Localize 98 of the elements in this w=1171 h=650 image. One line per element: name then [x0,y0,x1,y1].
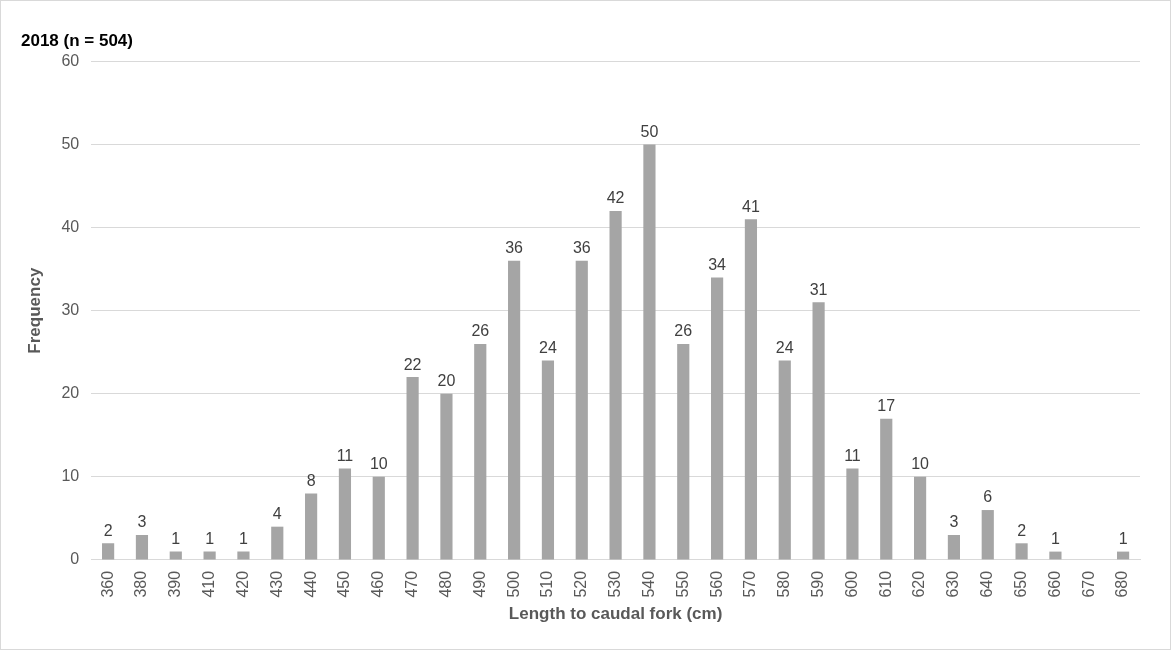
x-tick-label: 380 [132,570,150,598]
y-tick-label: 60 [61,51,80,69]
data-label: 1 [238,530,248,547]
bar [711,277,724,560]
x-tick-label: 560 [707,570,725,598]
bar [440,393,453,560]
data-label: 36 [505,239,524,257]
bar [1049,551,1062,560]
data-label: 4 [272,505,282,523]
x-tick-label: 500 [504,570,522,598]
x-tick-label: 600 [842,570,860,598]
data-label: 26 [674,322,693,340]
x-tick-label: 420 [233,570,251,598]
x-tick-label: 460 [369,570,387,598]
bar [305,493,318,560]
y-tick-label: 30 [61,301,80,319]
bar [338,468,352,560]
x-tick-label: 640 [978,570,996,598]
x-tick-label: 650 [1011,570,1029,598]
data-label: 17 [877,397,896,415]
bar [575,260,588,560]
data-label: 42 [606,189,625,207]
x-tick-label: 430 [267,570,285,598]
x-tick-label: 590 [809,570,826,598]
x-tick-label: 610 [876,570,894,598]
data-label: 50 [640,122,659,140]
bar [271,526,284,560]
bar [846,468,859,560]
x-tick-label: 530 [606,570,623,598]
x-tick-label: 580 [775,570,793,598]
x-axis-title: Length to caudal fork (cm) [508,604,723,624]
x-tick-label: 470 [403,570,421,598]
data-label: 31 [809,280,828,298]
y-tick-label: 40 [61,217,80,235]
data-label: 6 [983,488,993,506]
bar [643,144,656,560]
bar [406,377,419,560]
data-label: 26 [471,322,490,340]
bar [812,302,825,560]
data-label: 10 [911,455,930,473]
chart-title: 2018 (n = 504) [21,30,133,50]
bar [677,343,690,560]
data-label: 1 [1050,530,1060,547]
x-tick-label: 520 [572,570,590,598]
x-tick-label: 360 [98,570,116,598]
y-tick-label: 50 [61,134,80,152]
x-tick-label: 450 [335,570,353,598]
x-tick-label: 540 [639,570,657,598]
bar [609,210,622,560]
x-tick-label: 550 [673,570,691,598]
data-label: 34 [708,255,727,273]
x-tick-label: 510 [538,570,556,598]
x-tick-label: 440 [301,570,319,598]
data-label: 24 [775,338,794,356]
data-label: 11 [336,446,354,464]
bar [541,360,555,560]
bar [914,476,927,560]
x-tick-label: 620 [910,570,928,598]
data-label: 8 [306,471,316,489]
y-axis-title: Frequency [24,267,44,354]
data-label: 3 [949,513,959,531]
x-tick-label: 480 [436,570,454,598]
x-tick-label: 390 [166,570,184,598]
bar [981,510,994,560]
data-label: 11 [844,446,861,464]
data-label: 2 [1017,521,1027,539]
bar [237,551,250,560]
y-tick-label: 10 [61,467,80,485]
x-tick-label: 570 [741,570,759,598]
bar [1015,543,1028,560]
x-tick-label: 680 [1113,570,1131,598]
x-tick-label: 410 [200,570,218,598]
bar [102,543,115,560]
x-tick-label: 490 [470,570,488,598]
y-tick-label: 0 [70,550,80,568]
bar [135,534,149,560]
data-label: 36 [572,239,591,257]
bar [474,343,487,560]
data-label: 1 [171,530,181,547]
x-tick-label: 670 [1079,570,1097,598]
bar [778,360,791,560]
data-label: 22 [403,355,422,373]
data-label: 41 [742,197,760,215]
x-tick-label: 630 [944,570,962,598]
data-label: 2 [103,521,113,539]
data-label: 1 [205,530,215,547]
data-label: 3 [137,513,147,531]
y-tick-label: 20 [61,384,80,402]
data-label: 20 [437,372,456,390]
data-label: 24 [539,338,557,356]
x-tick-label: 660 [1045,570,1063,598]
data-label: 1 [1118,530,1128,547]
data-label: 10 [369,455,388,473]
bar [508,260,521,560]
bar [947,534,961,560]
bar [880,418,893,560]
bar [372,476,385,560]
bar [744,219,758,560]
